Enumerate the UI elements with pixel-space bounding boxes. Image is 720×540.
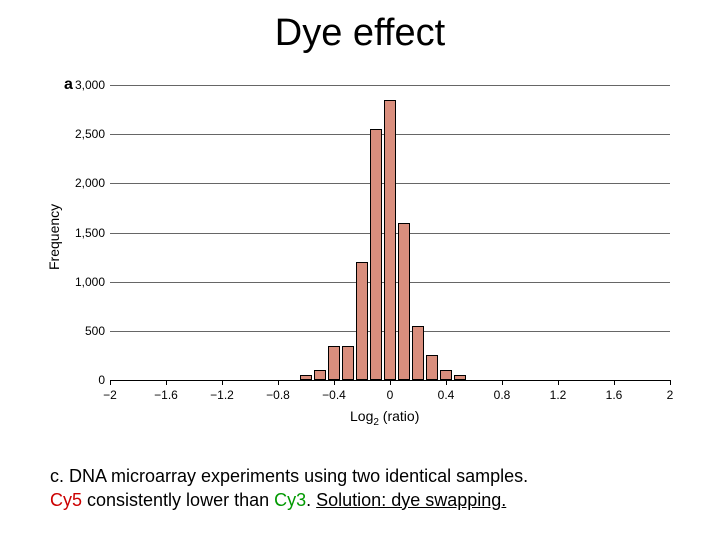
ytick-label: 2,500	[65, 127, 105, 141]
plot-area: 05001,0001,5002,0002,5003,000−2−1.6−1.2−…	[110, 85, 670, 380]
histogram-bar	[314, 370, 327, 380]
ytick-label: 0	[65, 373, 105, 387]
xtick-mark	[502, 380, 503, 385]
xtick-label: 2	[650, 388, 690, 402]
xtick-mark	[166, 380, 167, 385]
caption: c. DNA microarray experiments using two …	[50, 465, 528, 512]
xtick-label: −0.8	[258, 388, 298, 402]
xtick-label: 0.4	[426, 388, 466, 402]
histogram-bar	[328, 346, 341, 380]
xtick-mark	[334, 380, 335, 385]
xtick-mark	[446, 380, 447, 385]
grid-line	[110, 85, 670, 86]
xtick-mark	[614, 380, 615, 385]
ytick-label: 3,000	[65, 78, 105, 92]
x-axis-label: Log2 (ratio)	[350, 408, 419, 428]
xtick-label: 1.6	[594, 388, 634, 402]
histogram-bar	[454, 375, 467, 380]
xtick-mark	[558, 380, 559, 385]
caption-dot: .	[306, 490, 316, 510]
y-axis-label: Frequency	[46, 204, 62, 270]
xtick-label: −2	[90, 388, 130, 402]
histogram-bar	[342, 346, 355, 380]
histogram-bar	[398, 223, 411, 380]
caption-mid: consistently lower than	[82, 490, 274, 510]
histogram-bar	[384, 100, 397, 380]
xtick-label: 1.2	[538, 388, 578, 402]
slide: { "title": "Dye effect", "panel_label": …	[0, 0, 720, 540]
histogram-bar	[356, 262, 369, 380]
cy5-text: Cy5	[50, 490, 82, 510]
histogram-bar	[412, 326, 425, 380]
xtick-label: −0.4	[314, 388, 354, 402]
histogram-bar	[426, 355, 439, 380]
xtick-mark	[222, 380, 223, 385]
histogram-bar	[370, 129, 383, 380]
ytick-label: 1,500	[65, 226, 105, 240]
xtick-label: 0.8	[482, 388, 522, 402]
xtick-mark	[390, 380, 391, 385]
histogram-bar	[300, 375, 313, 380]
ytick-label: 1,000	[65, 275, 105, 289]
xtick-mark	[110, 380, 111, 385]
slide-title: Dye effect	[0, 0, 720, 55]
xtick-mark	[670, 380, 671, 385]
xtick-label: −1.6	[146, 388, 186, 402]
xtick-mark	[278, 380, 279, 385]
xtick-label: −1.2	[202, 388, 242, 402]
ytick-label: 2,000	[65, 176, 105, 190]
caption-line1: c. DNA microarray experiments using two …	[50, 466, 528, 486]
cy3-text: Cy3	[274, 490, 306, 510]
caption-solution: Solution: dye swapping.	[316, 490, 506, 510]
ytick-label: 500	[65, 324, 105, 338]
xtick-label: 0	[370, 388, 410, 402]
histogram-bar	[440, 370, 453, 380]
histogram-chart: a Frequency 05001,0001,5002,0002,5003,00…	[40, 70, 680, 440]
